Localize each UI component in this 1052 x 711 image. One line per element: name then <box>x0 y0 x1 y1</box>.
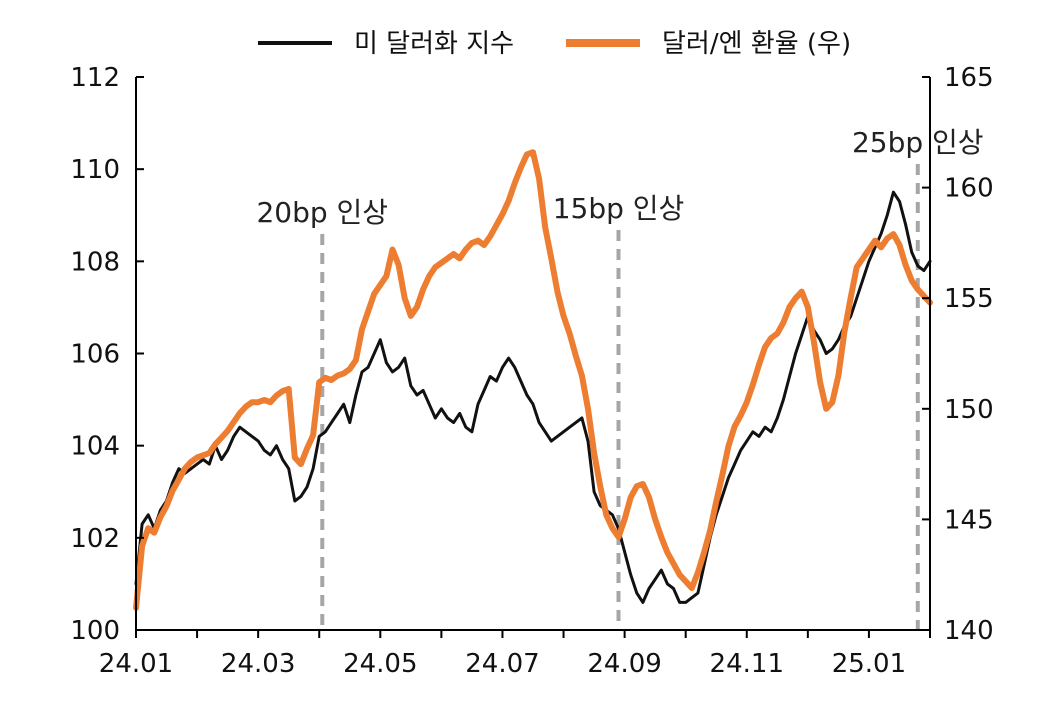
annotation-label-0: 20bp 인상 <box>256 196 388 229</box>
y-right-tick-label-2: 150 <box>944 395 994 425</box>
annotations-layer: 20bp 인상 15bp 인상 25bp 인상 <box>256 126 984 630</box>
x-tick-label-4: 24.09 <box>587 649 661 679</box>
series-line-0 <box>134 190 932 604</box>
x-tick-label-6: 25.01 <box>832 649 906 679</box>
y-right-tick-label-1: 145 <box>944 505 994 535</box>
y-right-tick-label-4: 160 <box>944 174 994 204</box>
x-tick-label-3: 24.07 <box>465 649 539 679</box>
y-right-tick-label-0: 140 <box>944 616 994 646</box>
y-right-tick-label-5: 165 <box>944 63 994 93</box>
x-tick-label-5: 24.11 <box>710 649 784 679</box>
legend-label-dollar-index: 미 달러화 지수 <box>354 29 514 59</box>
annotation-label-1: 15bp 인상 <box>553 192 685 225</box>
y-left-tick-label-0: 100 <box>70 616 120 646</box>
y-left-tick-label-6: 112 <box>70 63 120 93</box>
legend-label-usdjpy: 달러/엔 환율 (우) <box>662 29 851 59</box>
legend: 미 달러화 지수 달러/엔 환율 (우) <box>258 29 851 59</box>
annotation-label-2: 25bp 인상 <box>852 126 984 159</box>
x-tick-label-1: 24.03 <box>221 649 295 679</box>
x-tick-label-2: 24.05 <box>343 649 417 679</box>
y-left-tick-label-2: 104 <box>70 432 120 462</box>
series-layer <box>133 149 933 611</box>
y-right-tick-label-3: 155 <box>944 284 994 314</box>
series-line-1 <box>133 149 933 611</box>
y-left-tick-label-1: 102 <box>70 524 120 554</box>
axes-layer: 100 102 104 106 108 110 112 140 145 150 155 160 165 2… <box>70 63 993 679</box>
y-left-tick-label-4: 108 <box>70 247 120 277</box>
x-tick-label-0: 24.01 <box>99 649 173 679</box>
y-left-tick-label-3: 106 <box>70 340 120 370</box>
y-left-tick-label-5: 110 <box>70 155 120 185</box>
